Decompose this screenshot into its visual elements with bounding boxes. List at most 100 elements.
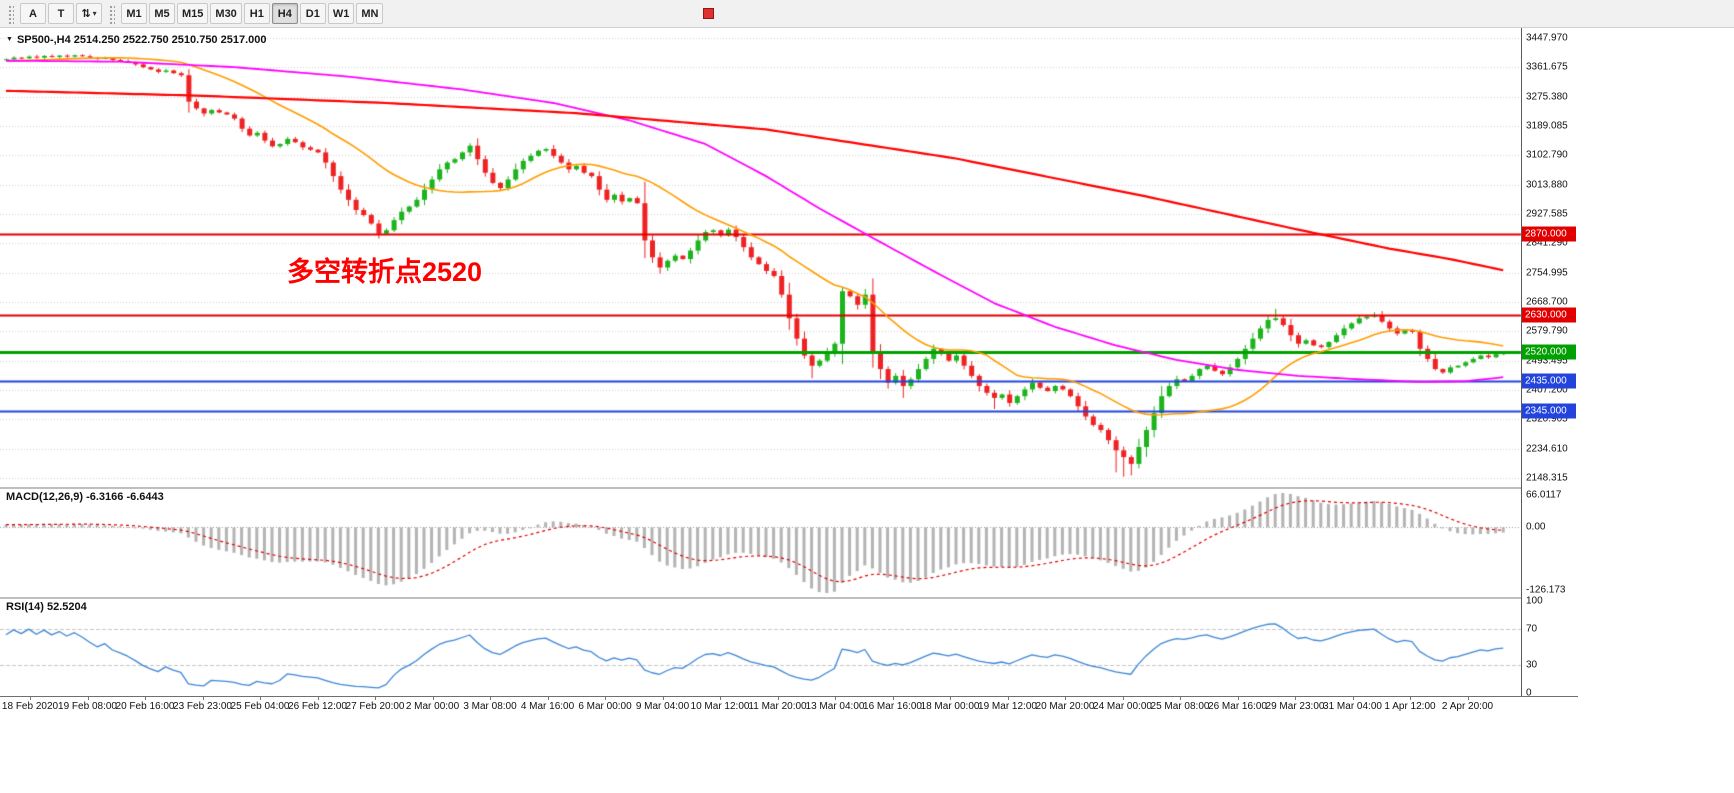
time-axis-tick bbox=[777, 697, 779, 700]
time-axis-label: 25 Feb 04:00 bbox=[230, 701, 290, 712]
timeframe-button-m1[interactable]: M1 bbox=[121, 3, 147, 24]
time-axis-tick bbox=[605, 697, 606, 700]
macd-axis-label: -126.173 bbox=[1526, 584, 1566, 596]
timeframe-button-m5[interactable]: M5 bbox=[149, 3, 175, 24]
time-axis-label: 31 Mar 04:00 bbox=[1323, 701, 1382, 712]
time-axis-label: 2 Apr 20:00 bbox=[1441, 701, 1494, 712]
price-axis-label: 2754.995 bbox=[1526, 267, 1568, 279]
time-axis-tick bbox=[260, 697, 261, 700]
price-level-tag: 2520.000 bbox=[1522, 344, 1576, 360]
price-axis-label: 2320.905 bbox=[1526, 413, 1568, 425]
price-axis-label: 3275.380 bbox=[1526, 91, 1568, 103]
time-axis-tick bbox=[202, 697, 204, 700]
price-chart-canvas[interactable] bbox=[0, 28, 1522, 488]
alert-indicator-icon[interactable] bbox=[703, 8, 715, 19]
price-level-tag: 2435.000 bbox=[1522, 373, 1576, 389]
time-axis-tick bbox=[375, 697, 376, 700]
price-axis-label: 3361.675 bbox=[1526, 61, 1568, 73]
time-axis-tick bbox=[1410, 697, 1411, 700]
chevron-down-icon: ▾ bbox=[92, 9, 97, 18]
timeframe-button-d1[interactable]: D1 bbox=[299, 3, 326, 24]
macd-axis-label: 66.0117 bbox=[1526, 489, 1562, 501]
time-axis-label: 27 Feb 20:00 bbox=[345, 701, 405, 712]
rsi-axis-label: 70 bbox=[1526, 623, 1538, 635]
time-axis-label: 20 Mar 20:00 bbox=[1035, 701, 1095, 712]
time-axis-label: 3 Mar 08:00 bbox=[463, 701, 517, 712]
time-axis-label: 13 Mar 04:00 bbox=[805, 701, 865, 712]
timeframe-button-h4[interactable]: H4 bbox=[271, 3, 298, 24]
price-axis[interactable]: 3447.970 3361.675 3275.380 3189.085 3102.790… bbox=[1522, 28, 1578, 699]
time-axis-tick bbox=[892, 697, 894, 700]
price-level-tag: 2345.000 bbox=[1522, 403, 1576, 419]
text-tool-button[interactable]: T bbox=[48, 3, 74, 24]
rsi-axis-label: 0 bbox=[1526, 687, 1532, 699]
timeframe-toolbar-drag-handle[interactable] bbox=[108, 3, 115, 24]
toolbar-drag-handle[interactable] bbox=[7, 3, 14, 24]
rsi-panel-divider[interactable] bbox=[0, 597, 1578, 599]
timeframe-button-mn[interactable]: MN bbox=[356, 3, 384, 24]
rsi-axis-label: 100 bbox=[1526, 595, 1543, 607]
price-level-tag: 2870.000 bbox=[1522, 226, 1576, 242]
chart-context-arrow-icon: ▼ bbox=[6, 36, 13, 43]
time-axis-label: 23 Feb 23:00 bbox=[173, 701, 232, 712]
time-axis[interactable]: 18 Feb 2020 19 Feb 08:00 20 Feb 16:00 23 Fe… bbox=[0, 696, 1578, 716]
price-axis-label: 2493.495 bbox=[1526, 355, 1568, 367]
timeframe-group: M1 M5 M15 M30 H1 H4 D1 W1 MN bbox=[121, 3, 384, 24]
time-axis-tick bbox=[1122, 697, 1124, 700]
time-axis-tick bbox=[950, 697, 951, 700]
time-axis-tick bbox=[317, 697, 319, 700]
time-axis-label: 20 Feb 16:00 bbox=[115, 701, 175, 712]
price-axis-label: 3102.790 bbox=[1526, 149, 1568, 161]
time-axis-label: 25 Mar 08:00 bbox=[1150, 701, 1210, 712]
rsi-label: RSI(14) 52.5204 bbox=[6, 601, 87, 613]
price-axis-separator bbox=[1521, 28, 1522, 696]
time-axis-label: 26 Mar 16:00 bbox=[1208, 701, 1267, 712]
time-axis-label: 10 Mar 12:00 bbox=[690, 701, 750, 712]
timeframe-button-w1[interactable]: W1 bbox=[327, 3, 355, 24]
macd-axis-label: 0.00 bbox=[1526, 521, 1546, 533]
time-axis-tick bbox=[1352, 697, 1354, 700]
time-axis-tick bbox=[87, 697, 89, 700]
macd-label: MACD(12,26,9) -6.3166 -6.6443 bbox=[6, 491, 164, 503]
rsi-axis-label: 30 bbox=[1526, 659, 1538, 671]
price-axis-label: 2927.585 bbox=[1526, 208, 1568, 220]
macd-panel-divider[interactable] bbox=[0, 487, 1578, 489]
time-axis-tick bbox=[1467, 697, 1469, 700]
chart-title: ▼ SP500-,H4 2514.250 2522.750 2510.750 25… bbox=[6, 34, 267, 46]
time-axis-tick bbox=[1295, 697, 1296, 700]
time-axis-label: 29 Mar 23:00 bbox=[1265, 701, 1325, 712]
timeframe-button-h1[interactable]: H1 bbox=[243, 3, 270, 24]
time-axis-label: 19 Mar 12:00 bbox=[978, 701, 1037, 712]
rsi-panel-canvas[interactable] bbox=[0, 598, 1522, 696]
time-axis-label: 18 Mar 00:00 bbox=[920, 701, 980, 712]
price-axis-label: 3189.085 bbox=[1526, 120, 1568, 132]
time-axis-tick bbox=[1180, 697, 1181, 700]
price-axis-label: 2668.700 bbox=[1526, 296, 1568, 308]
scale-dropdown-button[interactable]: ⇅ ▾ bbox=[76, 3, 102, 24]
time-axis-tick bbox=[835, 697, 836, 700]
toolbar: A T ⇅ ▾ M1 M5 M15 M30 H1 H4 D1 W1 MN bbox=[0, 0, 1734, 28]
timeframe-button-m30[interactable]: M30 bbox=[210, 3, 242, 24]
price-axis-label: 2579.790 bbox=[1526, 325, 1568, 337]
time-axis-label: 1 Apr 12:00 bbox=[1384, 701, 1436, 712]
time-axis-label: 16 Mar 16:00 bbox=[863, 701, 922, 712]
price-axis-label: 2841.290 bbox=[1526, 237, 1568, 249]
price-level-tag: 2630.000 bbox=[1522, 307, 1576, 323]
time-axis-tick bbox=[1065, 697, 1066, 700]
timeframe-button-m15[interactable]: M15 bbox=[177, 3, 209, 24]
time-axis-tick bbox=[547, 697, 549, 700]
text-annotation-button[interactable]: A bbox=[20, 3, 46, 24]
time-axis-tick bbox=[432, 697, 434, 700]
price-axis-label: 2148.315 bbox=[1526, 472, 1568, 484]
price-axis-label: 2407.200 bbox=[1526, 384, 1568, 396]
up-down-arrows-icon: ⇅ bbox=[81, 8, 91, 20]
time-axis-label: 24 Mar 00:00 bbox=[1093, 701, 1152, 712]
price-axis-label: 3013.880 bbox=[1526, 179, 1568, 191]
time-axis-tick bbox=[1237, 697, 1239, 700]
macd-panel-canvas[interactable] bbox=[0, 488, 1522, 598]
time-axis-tick bbox=[720, 697, 721, 700]
price-axis-label: 2234.610 bbox=[1526, 443, 1568, 455]
time-axis-label: 18 Feb 2020 bbox=[1, 701, 59, 712]
chart-window: ▼ SP500-,H4 2514.250 2522.750 2510.750 25… bbox=[0, 28, 1578, 716]
